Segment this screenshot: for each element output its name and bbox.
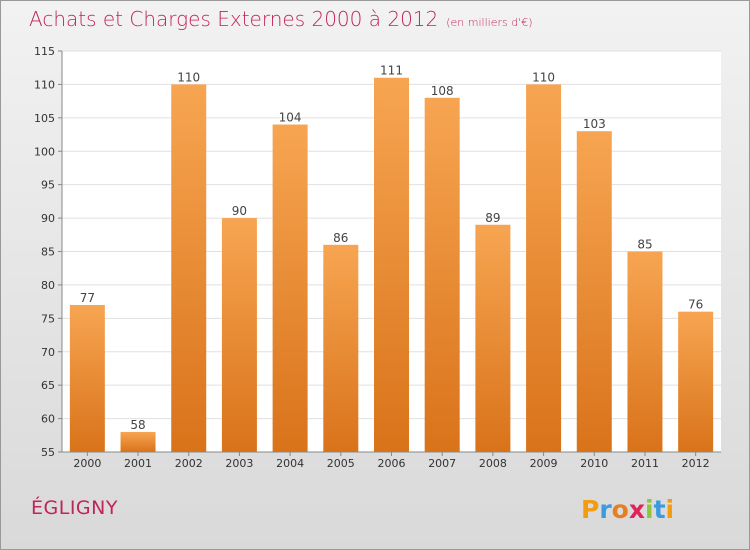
bar <box>475 224 511 452</box>
x-tick-label: 2003 <box>225 457 253 470</box>
y-tick-label: 55 <box>41 446 55 459</box>
x-tick-label: 2011 <box>631 457 659 470</box>
value-label: 111 <box>380 64 403 78</box>
bar <box>374 77 409 452</box>
value-label: 86 <box>333 231 348 245</box>
value-label: 77 <box>80 291 95 305</box>
x-tick-label: 2008 <box>479 457 507 470</box>
y-tick-label: 90 <box>41 212 55 225</box>
bar <box>627 251 663 452</box>
x-tick-label: 2007 <box>428 457 456 470</box>
value-label: 85 <box>637 238 652 252</box>
y-tick-label: 75 <box>41 312 55 325</box>
value-label: 110 <box>177 70 200 84</box>
y-tick-label: 110 <box>34 78 55 91</box>
bar <box>678 311 714 452</box>
x-tick-label: 2009 <box>530 457 558 470</box>
commune-name: ÉGLIGNY <box>31 497 118 519</box>
value-label: 76 <box>688 298 703 312</box>
bar <box>221 218 257 452</box>
value-label: 58 <box>130 418 145 432</box>
x-tick-label: 2010 <box>580 457 608 470</box>
bar <box>171 84 207 453</box>
value-label: 89 <box>485 211 500 225</box>
value-label: 104 <box>279 111 302 125</box>
y-tick-label: 65 <box>41 379 55 392</box>
y-tick-label: 60 <box>41 413 55 426</box>
x-tick-label: 2004 <box>276 457 304 470</box>
bar <box>526 84 562 453</box>
y-tick-label: 80 <box>41 279 55 292</box>
svg-text:Proxiti: Proxiti <box>581 495 674 524</box>
x-tick-label: 2006 <box>378 457 406 470</box>
value-label: 110 <box>532 70 555 84</box>
proxiti-logo: Proxiti <box>581 495 674 524</box>
chart-title: Achats et Charges Externes 2000 à 2012 (e… <box>29 7 533 31</box>
bar <box>424 97 460 453</box>
x-tick-label: 2000 <box>73 457 101 470</box>
bar-chart: 77 58 110 90 104 86 111 108 89 110 103 85 76 55 60 65 7… <box>34 45 721 470</box>
bar <box>323 244 359 452</box>
y-tick-label: 95 <box>41 179 55 192</box>
x-tick-label: 2005 <box>327 457 355 470</box>
chart-unit: (en milliers d'€) <box>446 16 533 29</box>
bar <box>272 124 308 453</box>
value-label: 108 <box>431 84 454 98</box>
x-tick-label: 2001 <box>124 457 152 470</box>
bar <box>576 131 612 452</box>
x-tick-label: 2012 <box>682 457 710 470</box>
y-tick-label: 105 <box>34 112 55 125</box>
x-tick-label: 2002 <box>175 457 203 470</box>
value-label: 103 <box>583 117 606 131</box>
y-tick-label: 100 <box>34 145 55 158</box>
bar <box>69 304 105 452</box>
y-tick-label: 70 <box>41 346 55 359</box>
y-tick-label: 115 <box>34 45 55 58</box>
value-label: 90 <box>232 204 247 218</box>
chart-title-text: Achats et Charges Externes 2000 à 2012 <box>29 7 439 31</box>
bar <box>120 431 156 452</box>
y-tick-label: 85 <box>41 246 55 259</box>
